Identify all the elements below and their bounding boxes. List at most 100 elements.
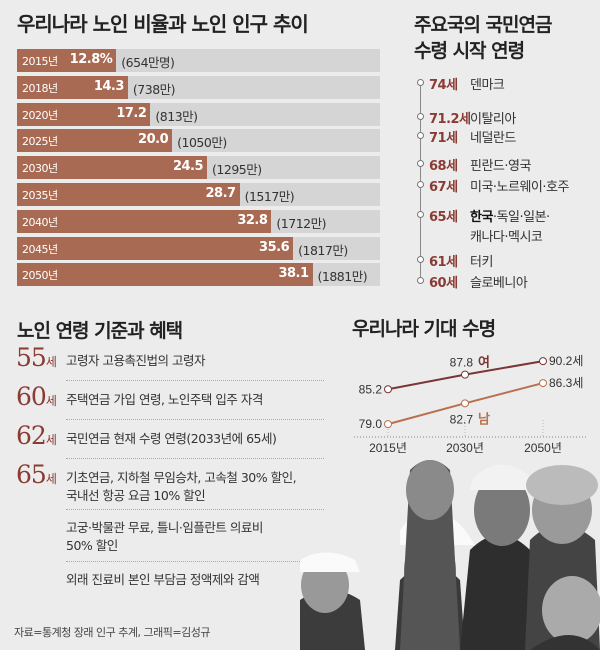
bar-population-label: (813만) — [155, 108, 198, 124]
benefit-age-unit: 세 — [45, 433, 57, 447]
benefit-age-unit: 세 — [45, 355, 57, 369]
bar-row: 28.7 2035년 (1517만) — [17, 183, 380, 206]
benefit-text: 국내선 항공 요금 10% 할인 — [66, 488, 206, 503]
bar-row: 32.8 2040년 (1712만) — [17, 209, 380, 233]
elderly-person-illustration — [530, 576, 600, 650]
bar-row: 38.1 2050년 (1881만) — [17, 263, 380, 287]
bar-row: 24.5 2030년 (1295만) — [17, 156, 380, 180]
data-label: 79.0 — [359, 417, 383, 431]
pension-country-list: 터키 — [470, 255, 493, 270]
pension-countries: 한국·독일·일본· — [470, 206, 550, 225]
timeline-dot — [417, 132, 424, 139]
bar-year-label: 2050년 — [22, 269, 58, 283]
pension-age: 65세 — [429, 210, 458, 225]
divider — [66, 380, 324, 381]
x-tick-label: 2030년 — [446, 441, 484, 455]
data-label: 86.3세 — [549, 376, 583, 390]
benefit-age-number: 60 — [16, 382, 47, 411]
divider — [66, 509, 324, 510]
bar-value-label: 28.7 — [205, 186, 237, 201]
benefit-text: 기초연금, 지하철 무임승차, 고속철 30% 할인, — [66, 470, 297, 485]
timeline-dot — [417, 160, 424, 167]
data-label: 87.8 — [450, 356, 474, 370]
pension-country-list: 네덜란드 — [470, 131, 516, 146]
timeline-dot — [417, 256, 424, 263]
pension-age: 61세 — [429, 255, 458, 270]
pension-country-list: 덴마크 — [470, 78, 505, 93]
bar-year-label: 2025년 — [22, 135, 58, 149]
timeline-dot — [417, 79, 424, 86]
bar-value-label: 12.8% — [69, 52, 113, 67]
bar-value-label: 14.3 — [93, 78, 125, 94]
bar: 32.8 — [17, 209, 272, 233]
timeline-dot — [417, 181, 424, 188]
data-label: 85.2 — [359, 382, 383, 396]
series-name-label: 여 — [478, 355, 490, 371]
benefit-age-number: 62 — [16, 421, 47, 450]
elderly-person-illustration — [300, 552, 365, 650]
benefit-age: 62세 — [16, 421, 57, 450]
pension-title-line2: 수령 시작 연령 — [414, 40, 525, 62]
benefit-text: 국민연금 현재 수령 연령(2033년에 65세) — [66, 431, 277, 446]
pension-countries: 미국·노르웨이·호주 — [470, 176, 569, 195]
bar-year-label: 2040년 — [22, 215, 58, 229]
benefit-text: 50% 할인 — [66, 538, 118, 553]
bar-population-label: (1712만) — [276, 215, 326, 231]
bar-year-label: 2030년 — [22, 162, 58, 176]
elderly-person-illustration — [460, 464, 540, 650]
bar-row: 14.3 2018년 (738만) — [17, 75, 380, 99]
benefit-text: 고령자 고용촉진법의 고령자 — [66, 353, 205, 368]
bar-population-label: (1517만) — [244, 189, 295, 204]
benefit-text: 고궁·박물관 무료, 틀니·임플란트 의료비 — [66, 520, 263, 535]
bar: 12.8% — [17, 49, 117, 72]
bar-row: 12.8% 2015년 (654만명) — [17, 49, 380, 72]
data-label: 82.7 — [450, 412, 474, 426]
pension-age: 68세 — [429, 159, 458, 174]
benefit-title: 노인 연령 기준과 혜택 — [17, 320, 183, 342]
pension-title-line1: 주요국의 국민연금 — [414, 14, 552, 36]
series-name-label: 남 — [478, 411, 490, 427]
benefit-age-unit: 세 — [45, 472, 57, 486]
timeline-dot — [417, 211, 424, 218]
pension-countries: 이탈리아 — [470, 108, 516, 127]
bar-population-label: (654만명) — [121, 55, 175, 70]
bar-chart-title: 우리나라 노인 비율과 노인 인구 추이 — [17, 12, 309, 36]
bar-year-label: 2045년 — [22, 242, 58, 256]
pension-country-list: 슬로베니아 — [470, 276, 528, 291]
benefit-text: 주택연금 가입 연령, 노인주택 입주 자격 — [66, 392, 263, 407]
bar-population-label: (1881만) — [317, 269, 368, 285]
timeline-dot — [417, 277, 424, 284]
pension-country-list: 미국·노르웨이·호주 — [470, 180, 569, 195]
data-point — [461, 370, 469, 379]
pension-countries: 덴마크 — [470, 74, 505, 93]
divider — [66, 458, 324, 459]
benefit-age: 60세 — [16, 382, 57, 411]
bar-year-label: 2015년 — [22, 55, 58, 68]
pension-countries: 터키 — [470, 251, 493, 270]
bar-value-label: 24.5 — [172, 159, 204, 175]
divider — [66, 561, 324, 562]
divider — [66, 419, 324, 420]
benefit-age-number: 65 — [16, 460, 47, 489]
x-tick-label: 2015년 — [369, 441, 407, 455]
elderly-people-illustration — [300, 460, 600, 650]
pension-age: 67세 — [429, 180, 458, 195]
bar: 17.2 — [17, 102, 151, 126]
pension-country-list: 이탈리아 — [470, 112, 516, 127]
bar-year-label: 2020년 — [22, 108, 58, 122]
life-expectancy-chart: 2015년 2030년 2050년 85.2 87.8 90.2세 여 79.0 82.7 86.… — [354, 354, 588, 455]
bar-row: 17.2 2020년 (813만) — [17, 102, 380, 126]
pension-country-list: ·독일·일본· — [492, 210, 550, 225]
bar-row: 35.6 2045년 (1817만) — [17, 236, 380, 260]
bar-value-label: 35.6 — [259, 239, 290, 255]
bar-population-label: (1295만) — [212, 162, 262, 178]
bar-value-label: 32.8 — [237, 212, 268, 228]
benefit-age-unit: 세 — [45, 394, 57, 408]
bar-value-label: 20.0 — [138, 132, 169, 148]
pension-age: 60세 — [429, 276, 458, 291]
benefit-age-number: 55 — [16, 343, 47, 372]
pension-countries: 슬로베니아 — [470, 272, 528, 291]
data-point — [384, 385, 392, 394]
bar-population-label: (1050만) — [177, 135, 227, 151]
pension-country-highlight: 한국 — [470, 210, 493, 225]
